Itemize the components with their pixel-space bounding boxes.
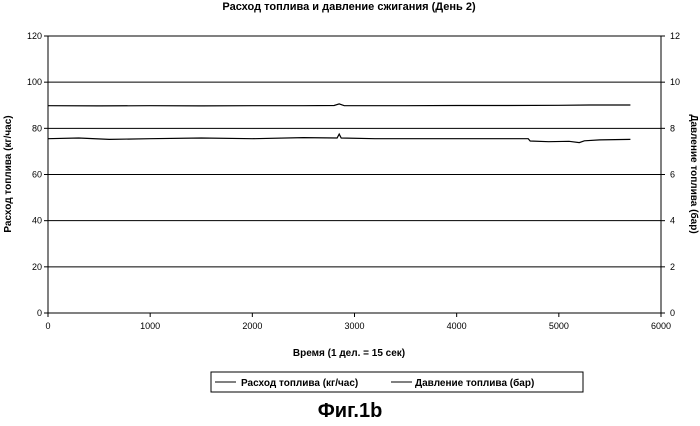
x-axis: 0 1000 2000 3000 4000 5000 6000 (45, 313, 671, 331)
left-y-tick-label: 100 (27, 77, 42, 87)
left-y-axis-title: Расход топлива (кг/час) (3, 115, 14, 232)
x-tick-label: 0 (45, 321, 50, 331)
right-y-tick-label: 6 (670, 170, 675, 180)
right-y-tick-label: 0 (670, 308, 675, 318)
right-y-axis: 0 2 4 6 8 10 12 (661, 31, 680, 318)
legend-label-fuel-flow: Расход топлива (кг/час) (241, 378, 358, 389)
chart-svg: Расход топлива и давление сжигания (День… (0, 0, 700, 400)
legend: Расход топлива (кг/час) Давление топлива… (211, 372, 583, 392)
series-line-fuel-pressure (48, 134, 630, 143)
series-line-fuel-flow (48, 104, 630, 106)
x-tick-label: 6000 (651, 321, 671, 331)
right-y-tick-label: 4 (670, 216, 675, 226)
left-y-tick-label: 60 (32, 170, 42, 180)
left-y-tick-label: 120 (27, 31, 42, 41)
grid-lines (48, 82, 661, 267)
x-tick-label: 3000 (344, 321, 364, 331)
left-y-tick-label: 0 (37, 308, 42, 318)
right-y-tick-label: 2 (670, 262, 675, 272)
left-y-tick-label: 40 (32, 216, 42, 226)
legend-label-fuel-pressure: Давление топлива (бар) (415, 377, 534, 389)
x-axis-title: Время (1 дел. = 15 сек) (293, 348, 405, 359)
x-tick-label: 5000 (549, 321, 569, 331)
right-y-tick-label: 10 (670, 77, 680, 87)
right-y-axis-title: Давление топлива (бар) (688, 114, 700, 233)
x-tick-label: 2000 (242, 321, 262, 331)
left-y-axis: 0 20 40 60 80 100 120 (27, 31, 48, 318)
x-tick-label: 1000 (140, 321, 160, 331)
right-y-tick-label: 12 (670, 31, 680, 41)
left-y-tick-label: 20 (32, 262, 42, 272)
left-y-tick-label: 80 (32, 123, 42, 133)
chart-title: Расход топлива и давление сжигания (День… (222, 1, 476, 13)
series-lines (48, 104, 630, 143)
right-y-tick-label: 8 (670, 123, 675, 133)
figure-label: Фиг.1b (0, 400, 700, 423)
x-tick-label: 4000 (447, 321, 467, 331)
